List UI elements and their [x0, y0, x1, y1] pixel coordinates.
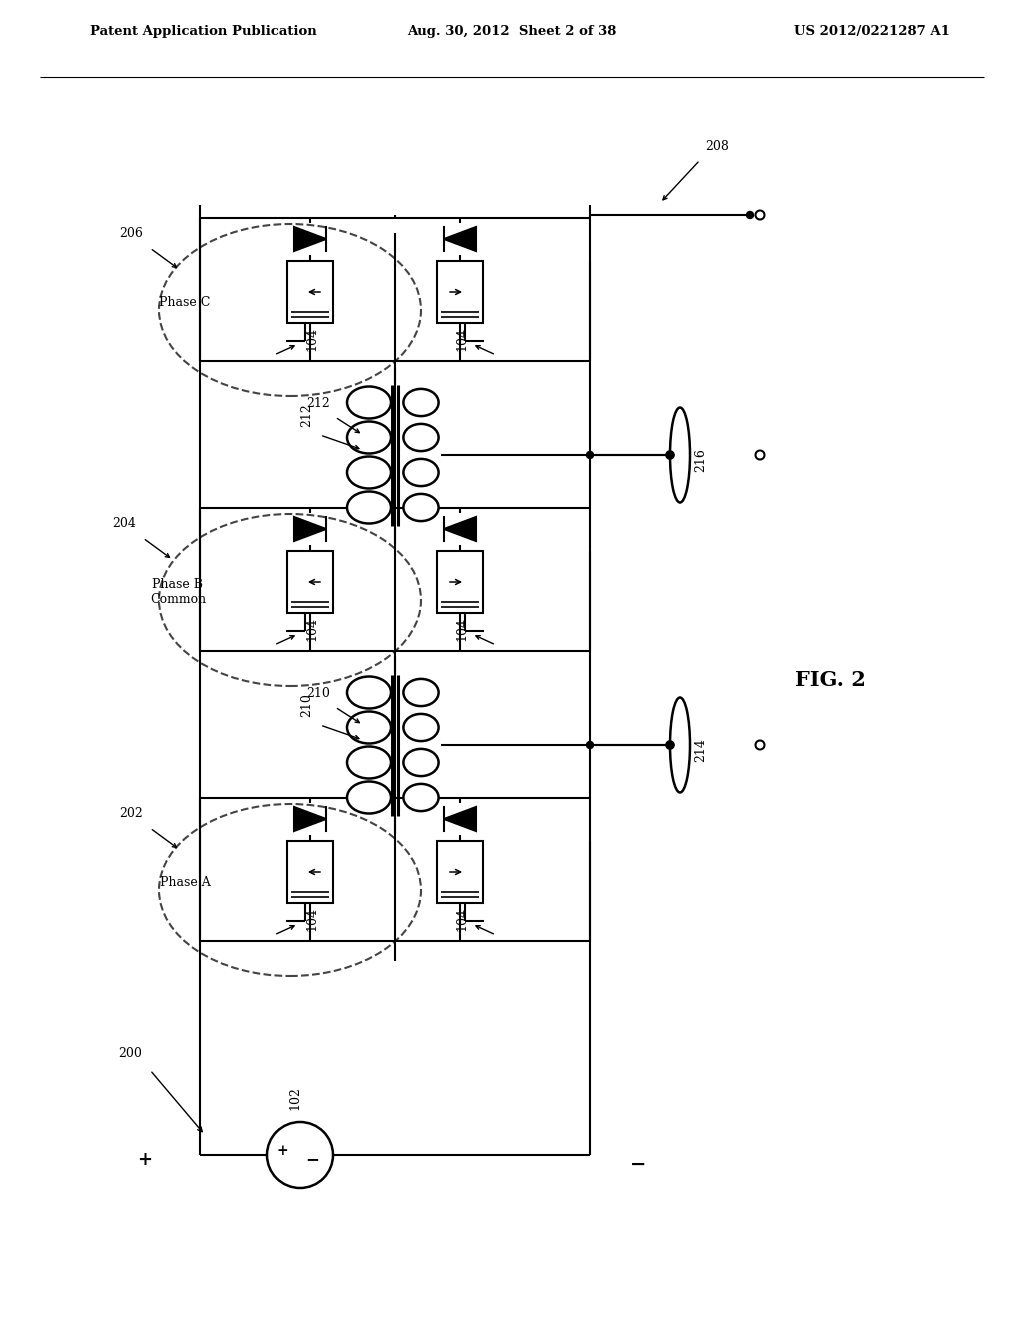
Polygon shape	[294, 227, 326, 251]
Circle shape	[756, 450, 765, 459]
Ellipse shape	[403, 424, 438, 451]
Ellipse shape	[347, 747, 391, 779]
Ellipse shape	[347, 781, 391, 813]
Polygon shape	[294, 517, 326, 541]
Bar	[437, 550, 483, 612]
Text: 210: 210	[300, 693, 313, 717]
Text: 204: 204	[112, 517, 136, 531]
Circle shape	[667, 451, 674, 458]
Bar	[437, 261, 483, 323]
Text: Phase B
Common: Phase B Common	[150, 578, 206, 606]
Ellipse shape	[347, 711, 391, 743]
Circle shape	[756, 210, 765, 219]
Polygon shape	[444, 517, 476, 541]
Circle shape	[666, 451, 674, 459]
Polygon shape	[444, 807, 476, 832]
Text: Aug. 30, 2012  Sheet 2 of 38: Aug. 30, 2012 Sheet 2 of 38	[408, 25, 616, 38]
Text: 214: 214	[694, 738, 707, 762]
Text: 104: 104	[305, 327, 318, 351]
Text: 208: 208	[705, 140, 729, 153]
Ellipse shape	[403, 389, 438, 416]
Ellipse shape	[347, 457, 391, 488]
Ellipse shape	[347, 387, 391, 418]
Text: Phase C: Phase C	[160, 296, 211, 309]
Text: 212: 212	[306, 397, 330, 411]
Ellipse shape	[347, 421, 391, 454]
Text: +: +	[137, 1151, 153, 1170]
Polygon shape	[444, 227, 476, 251]
Text: 210: 210	[306, 686, 330, 700]
Bar	[437, 841, 483, 903]
Text: Patent Application Publication: Patent Application Publication	[90, 25, 316, 38]
Ellipse shape	[403, 714, 438, 741]
Text: 216: 216	[694, 447, 707, 473]
Text: FIG. 2: FIG. 2	[795, 671, 866, 690]
Text: 104: 104	[305, 907, 318, 931]
Ellipse shape	[403, 784, 438, 810]
Text: 104: 104	[456, 327, 469, 351]
Ellipse shape	[347, 491, 391, 524]
Text: 200: 200	[118, 1047, 142, 1060]
Text: 102: 102	[289, 1086, 301, 1110]
Circle shape	[756, 741, 765, 750]
Text: −: −	[630, 1156, 646, 1173]
Text: US 2012/0221287 A1: US 2012/0221287 A1	[795, 25, 950, 38]
Text: +: +	[276, 1144, 288, 1158]
Text: −: −	[305, 1151, 318, 1168]
Bar	[287, 841, 333, 903]
Text: Phase A: Phase A	[160, 875, 210, 888]
Ellipse shape	[403, 678, 438, 706]
Text: 104: 104	[456, 907, 469, 931]
Ellipse shape	[403, 748, 438, 776]
Text: 202: 202	[119, 807, 143, 820]
Circle shape	[666, 741, 674, 748]
Circle shape	[587, 451, 594, 458]
Ellipse shape	[347, 676, 391, 709]
Circle shape	[267, 1122, 333, 1188]
Text: 104: 104	[456, 616, 469, 642]
Polygon shape	[294, 807, 326, 832]
Text: 104: 104	[305, 616, 318, 642]
Circle shape	[746, 211, 754, 219]
Bar	[287, 550, 333, 612]
Circle shape	[667, 742, 674, 748]
Bar	[287, 261, 333, 323]
Circle shape	[587, 742, 594, 748]
Text: 212: 212	[300, 403, 313, 426]
Text: 206: 206	[119, 227, 143, 240]
Ellipse shape	[403, 459, 438, 486]
Ellipse shape	[403, 494, 438, 521]
